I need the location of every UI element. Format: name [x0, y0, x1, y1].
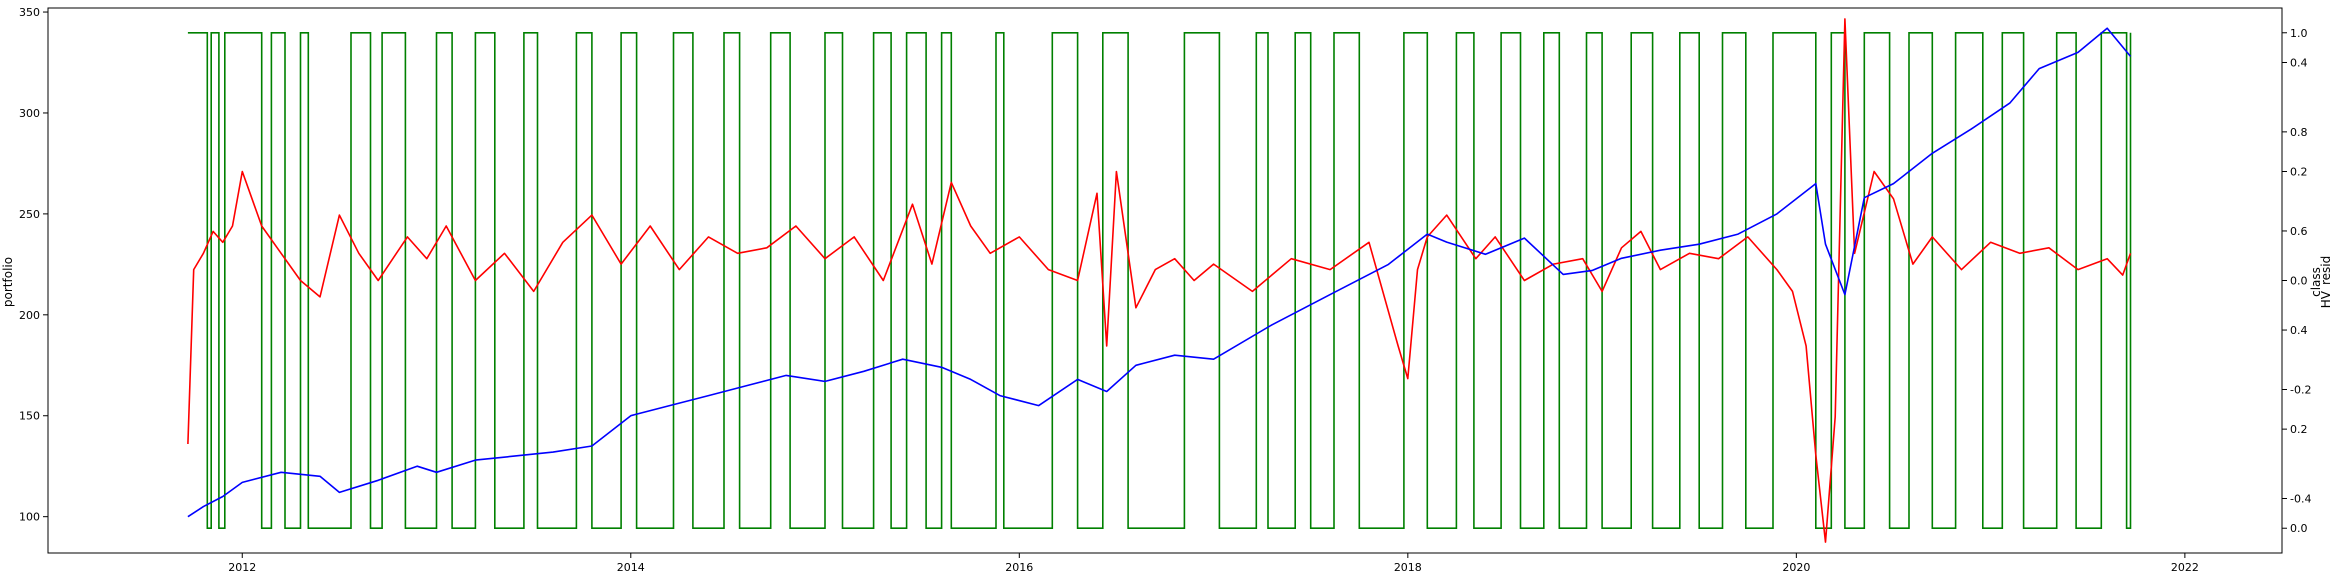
y-tick-label: 350: [19, 6, 40, 19]
y-tick-label: 300: [19, 107, 40, 120]
y3-tick-label: 0.2: [2290, 166, 2308, 179]
y-tick-label: 200: [19, 309, 40, 322]
x-tick-label: 2020: [1782, 561, 1810, 574]
axes-layer: 2012 2014 2016 2018 2020 2022 100 150 200 250 300 3…: [19, 6, 2311, 574]
series-hv-resid-line: [187, 18, 2132, 543]
x-tick-label: 2022: [2171, 561, 2199, 574]
y2-tick-label: 1.0: [2290, 27, 2308, 40]
x-tick-label: 2012: [228, 561, 256, 574]
y2-tick-label: 0.0: [2290, 522, 2308, 535]
y2-tick-label: 0.8: [2290, 126, 2308, 139]
series-portfolio-line: [187, 27, 2132, 518]
x-tick-label: 2018: [1394, 561, 1422, 574]
plot-area: [47, 7, 2283, 554]
y-tick-label: 100: [19, 511, 40, 524]
y-tick-label: 150: [19, 410, 40, 423]
x-tick-label: 2014: [617, 561, 645, 574]
y2-tick-label: 0.2: [2290, 423, 2308, 436]
series-class-line: [187, 31, 2132, 529]
y3-axis-label: HV_resid: [2319, 256, 2332, 309]
y3-tick-label: -0.4: [2290, 493, 2311, 506]
y-tick-label: 250: [19, 208, 40, 221]
y3-tick-label: 0.4: [2290, 57, 2308, 70]
y3-tick-label: -0.2: [2290, 384, 2311, 397]
y-axis-label: portfolio: [1, 257, 15, 307]
y3-tick-label: 0.0: [2290, 275, 2308, 288]
y2-tick-label: 0.4: [2290, 324, 2308, 337]
y2-axis-label: class: [2309, 267, 2323, 297]
y2-tick-label: 0.6: [2290, 225, 2308, 238]
series-layer: [187, 18, 2132, 543]
x-tick-label: 2016: [1005, 561, 1033, 574]
